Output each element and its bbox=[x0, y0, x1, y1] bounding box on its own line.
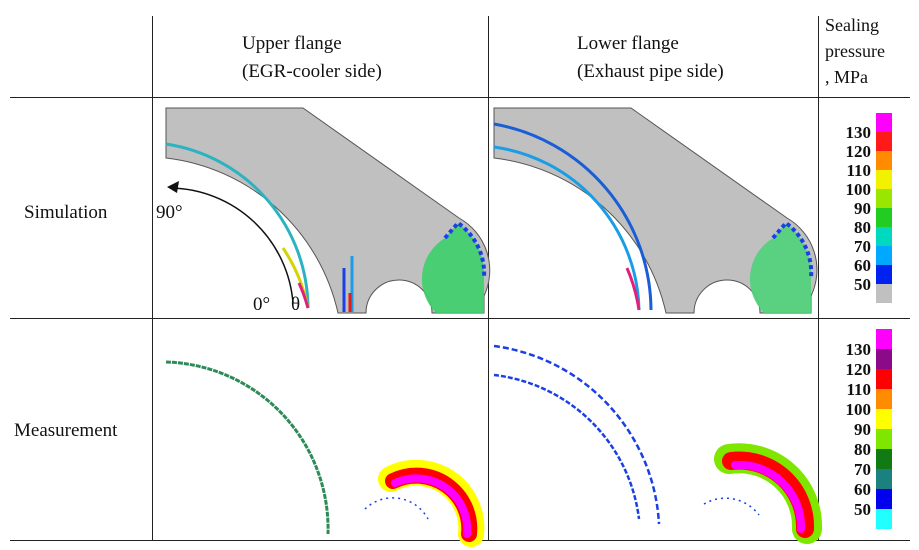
legend-swatch bbox=[876, 429, 892, 449]
header-lower-line2: (Exhaust pipe side) bbox=[577, 61, 724, 82]
theta-label: θ bbox=[291, 294, 300, 315]
legend-swatch bbox=[876, 170, 892, 189]
legend-tick-label: 110 bbox=[846, 380, 871, 399]
measurement-lower-flange-plot bbox=[493, 344, 823, 544]
header-upper-line1: Upper flange bbox=[242, 33, 342, 54]
legend-tick-label: 120 bbox=[846, 142, 872, 161]
legend-swatch bbox=[876, 189, 892, 208]
legend-tick-label: 80 bbox=[854, 440, 871, 459]
legend-tick-label: 50 bbox=[854, 500, 871, 519]
row-label-measurement: Measurement bbox=[14, 420, 118, 441]
legend-tick-label: 100 bbox=[846, 400, 872, 419]
legend-tick-label: 70 bbox=[854, 460, 871, 479]
legend-swatch bbox=[876, 449, 892, 469]
legend-swatch bbox=[876, 265, 892, 284]
legend-tick-label: 80 bbox=[854, 218, 871, 237]
header-lower-line1: Lower flange bbox=[577, 33, 679, 54]
header-upper-line2: (EGR-cooler side) bbox=[242, 61, 382, 82]
legend-swatch bbox=[876, 227, 892, 246]
bolt-seal-patch-lower bbox=[749, 223, 812, 313]
seal-ring-lower-hot bbox=[625, 267, 641, 311]
legend-swatch bbox=[876, 389, 892, 409]
legend-tick-label: 130 bbox=[846, 123, 872, 142]
measured-bolt-band-core bbox=[391, 474, 472, 538]
legend-tick-label: 90 bbox=[854, 420, 871, 439]
legend-swatch bbox=[876, 246, 892, 265]
bolt-seal-patch bbox=[421, 223, 485, 313]
simulation-upper-flange-plot: 90° 0° θ bbox=[156, 107, 491, 315]
measured-bolt-band-lower-core bbox=[731, 460, 806, 533]
legend-swatch bbox=[876, 349, 892, 369]
measurement-upper-flange-plot bbox=[165, 360, 485, 547]
measured-bolt-band-lower-mid bbox=[722, 451, 815, 538]
seal-ring-lower-inner bbox=[493, 145, 641, 311]
legend-tick-label: 100 bbox=[846, 180, 872, 199]
legend-swatch bbox=[876, 208, 892, 227]
seal-ring-lower-outer bbox=[493, 122, 653, 311]
measured-inner-arc bbox=[364, 497, 429, 520]
legend-swatch bbox=[876, 409, 892, 429]
legend-swatch bbox=[876, 509, 892, 529]
header-lower-flange: Lower flange (Exhaust pipe side) bbox=[577, 30, 724, 86]
table-top-rule bbox=[10, 97, 910, 98]
measured-ring-lower-outer bbox=[493, 344, 661, 525]
table-mid-rule bbox=[10, 318, 910, 319]
legend-swatch bbox=[876, 329, 892, 349]
legend-swatch bbox=[876, 469, 892, 489]
legend-swatch bbox=[876, 151, 892, 170]
unit-line3: , MPa bbox=[825, 67, 869, 87]
legend-tick-label: 120 bbox=[846, 360, 872, 379]
col-divider-3 bbox=[818, 16, 819, 540]
legend-swatch bbox=[876, 132, 892, 151]
seal-ring-upper bbox=[165, 142, 310, 309]
measured-inner-arc-lower bbox=[703, 497, 760, 516]
header-upper-flange: Upper flange (EGR-cooler side) bbox=[242, 30, 382, 86]
header-sealing-pressure: Sealing pressure , MPa bbox=[825, 12, 885, 90]
angle-0-label: 0° bbox=[253, 294, 270, 315]
col-divider-1 bbox=[152, 16, 153, 540]
measured-ring-lower-inner bbox=[493, 373, 641, 520]
legend-tick-label: 90 bbox=[854, 199, 871, 218]
legend-swatch bbox=[876, 489, 892, 509]
legend-swatch bbox=[876, 113, 892, 132]
unit-line1: Sealing bbox=[825, 15, 879, 35]
simulation-lower-flange-plot bbox=[493, 107, 818, 314]
legend-tick-label: 60 bbox=[854, 480, 871, 499]
legend-swatch bbox=[876, 369, 892, 389]
legend-tick-label: 130 bbox=[846, 340, 872, 359]
row-label-simulation: Simulation bbox=[24, 202, 108, 223]
angle-arrow bbox=[170, 187, 294, 304]
unit-line2: pressure bbox=[825, 41, 885, 61]
angle-arrowhead bbox=[167, 181, 179, 193]
legend-tick-label: 50 bbox=[854, 275, 871, 294]
legend-swatch bbox=[876, 284, 892, 303]
legend-tick-label: 70 bbox=[854, 237, 871, 256]
legend-tick-label: 110 bbox=[846, 161, 871, 180]
legend-tick-label: 60 bbox=[854, 256, 871, 275]
seal-ring-upper-hot bbox=[297, 282, 310, 309]
measured-ring-upper bbox=[165, 360, 330, 535]
angle-90-label: 90° bbox=[156, 202, 183, 223]
